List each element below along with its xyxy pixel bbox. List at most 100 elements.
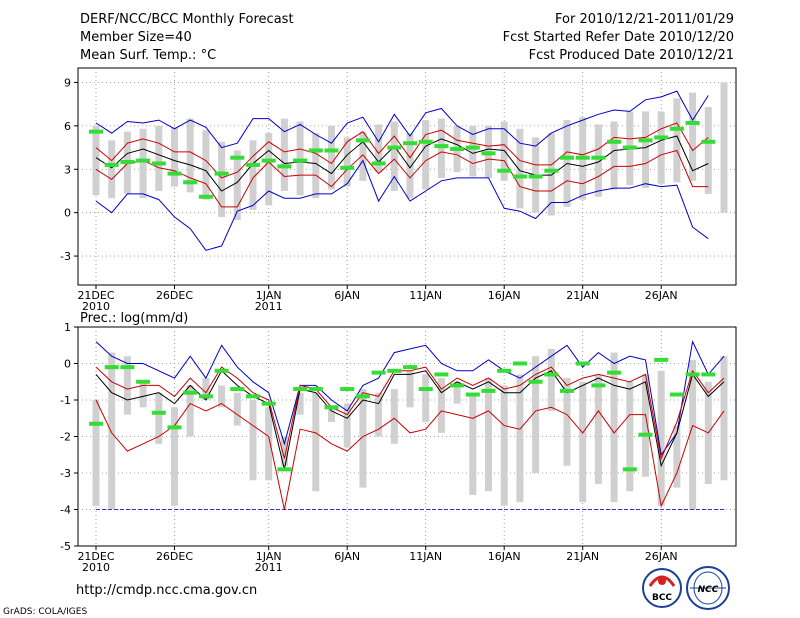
temp-box-day-11 bbox=[265, 133, 273, 206]
temp-mean-marker-day-35 bbox=[638, 138, 653, 143]
prec-box-day-20 bbox=[406, 370, 414, 408]
prec-box-day-30 bbox=[563, 378, 571, 466]
temp-mean-marker-day-5 bbox=[167, 171, 182, 176]
temp-line-ensemble-max bbox=[95, 90, 709, 149]
prec-box-day-38 bbox=[689, 359, 697, 510]
prec-x-tick-label: 1JAN bbox=[256, 550, 282, 563]
temp-box-day-13 bbox=[296, 121, 304, 196]
prec-box-day-36 bbox=[657, 370, 665, 506]
prec-mean-marker-day-32 bbox=[591, 383, 606, 388]
temp-mean-marker-day-26 bbox=[497, 168, 512, 173]
prec-box-day-22 bbox=[437, 378, 445, 433]
prec-mean-marker-day-38 bbox=[685, 372, 700, 377]
prec-box-day-23 bbox=[453, 381, 461, 404]
temp-mean-marker-day-19 bbox=[387, 145, 402, 150]
prec-mean-marker-day-15 bbox=[324, 405, 339, 410]
temp-mean-marker-day-11 bbox=[261, 158, 276, 163]
prec-y-tick-label: -3 bbox=[60, 467, 71, 480]
temp-box-day-15 bbox=[328, 125, 335, 190]
prec-box-day-25 bbox=[485, 378, 492, 492]
temp-mean-marker-day-31 bbox=[575, 155, 590, 160]
temp-x-tick-label: 11JAN bbox=[409, 289, 442, 302]
temp-mean-marker-day-15 bbox=[324, 148, 339, 153]
temp-y-tick-label: 6 bbox=[64, 120, 71, 133]
figure-title: DERF/NCC/BCC Monthly Forecast bbox=[80, 12, 294, 27]
temp-box-day-39 bbox=[704, 107, 712, 194]
ncc-logo: NCC bbox=[686, 566, 730, 610]
prec-box-day-32 bbox=[594, 374, 602, 484]
temp-box-day-6 bbox=[186, 118, 194, 193]
prec-box-day-5 bbox=[171, 407, 178, 506]
prec-box-day-8 bbox=[218, 385, 226, 408]
temp-box-day-9 bbox=[233, 150, 241, 220]
prec-mean-marker-day-35 bbox=[638, 432, 653, 437]
temp-mean-marker-day-30 bbox=[560, 155, 574, 160]
temp-mean-marker-day-13 bbox=[293, 158, 308, 163]
prec-y-tick-label: 0 bbox=[64, 358, 71, 371]
temp-y-tick-label: 3 bbox=[64, 163, 71, 176]
prec-mean-marker-day-18 bbox=[371, 370, 386, 375]
prec-box-day-11 bbox=[265, 407, 273, 481]
prec-x-tick-year: 2010 bbox=[82, 561, 110, 574]
prec-mean-marker-day-27 bbox=[512, 361, 527, 366]
temp-mean-marker-day-28 bbox=[528, 174, 543, 179]
prec-mean-marker-day-25 bbox=[481, 388, 496, 393]
temp-mean-marker-day-8 bbox=[214, 171, 229, 176]
temp-box-day-22 bbox=[437, 118, 445, 178]
temp-mean-marker-day-4 bbox=[151, 161, 166, 166]
temp-box-day-35 bbox=[642, 111, 649, 189]
prec-box-day-9 bbox=[233, 392, 241, 426]
prec-box-day-16 bbox=[343, 403, 351, 448]
prec-line-spread-upper bbox=[95, 366, 725, 461]
prec-y-tick-label: -5 bbox=[60, 540, 71, 553]
prec-mean-marker-day-22 bbox=[434, 372, 449, 377]
prec-box-day-3 bbox=[139, 381, 147, 408]
temp-box-day-5 bbox=[171, 127, 178, 187]
temp-box-day-1 bbox=[108, 140, 116, 199]
temp-x-tick-label: 1JAN bbox=[256, 289, 282, 302]
prec-y-tick-label: -1 bbox=[60, 394, 71, 407]
prec-mean-marker-day-26 bbox=[497, 368, 512, 373]
prec-line-ensemble-max bbox=[95, 339, 725, 457]
prec-mean-marker-day-1 bbox=[104, 365, 119, 370]
temp-box-day-4 bbox=[155, 125, 163, 191]
prec-mean-marker-day-31 bbox=[575, 361, 590, 366]
temp-mean-marker-day-1 bbox=[104, 162, 119, 167]
temp-mean-marker-day-32 bbox=[591, 155, 606, 160]
temp-y-tick-label: 0 bbox=[64, 207, 71, 220]
prec-mean-marker-day-33 bbox=[607, 370, 622, 375]
prec-box-day-18 bbox=[375, 392, 383, 437]
temp-mean-marker-day-29 bbox=[544, 168, 559, 173]
bcc-logo-ring bbox=[642, 568, 682, 608]
temp-box-day-33 bbox=[610, 121, 618, 190]
prec-box-day-7 bbox=[202, 378, 210, 400]
prec-box-day-12 bbox=[280, 436, 288, 466]
prec-mean-marker-day-8 bbox=[214, 368, 229, 373]
temp-line-spread-upper bbox=[95, 122, 709, 179]
prec-box-day-40 bbox=[720, 356, 728, 481]
prec-x-tick-year: 2011 bbox=[255, 561, 283, 574]
prec-mean-marker-day-4 bbox=[151, 410, 166, 415]
prec-mean-marker-day-17 bbox=[355, 394, 370, 399]
temp-mean-marker-day-9 bbox=[230, 155, 245, 160]
temp-x-tick-label: 26JAN bbox=[645, 289, 678, 302]
prec-mean-marker-day-34 bbox=[622, 467, 637, 472]
prec-x-tick-label: 26JAN bbox=[645, 550, 678, 563]
bcc-logo-text: BCC bbox=[652, 593, 672, 603]
ncc-logo-text: NCC bbox=[698, 585, 719, 595]
temp-mean-marker-day-39 bbox=[701, 139, 716, 144]
temp-y-tick-label: -3 bbox=[60, 250, 71, 263]
prec-mean-marker-day-28 bbox=[528, 379, 543, 384]
prec-mean-marker-day-0 bbox=[89, 421, 103, 426]
bcc-logo-dot bbox=[658, 577, 666, 585]
temp-mean-marker-day-17 bbox=[355, 138, 370, 143]
prec-box-day-28 bbox=[532, 356, 540, 473]
temp-x-tick-year: 2010 bbox=[82, 300, 110, 313]
temp-x-tick-label: 26DEC bbox=[156, 289, 193, 302]
prec-box-day-19 bbox=[390, 389, 398, 444]
temp-box-day-24 bbox=[469, 125, 477, 177]
temp-box-day-3 bbox=[139, 128, 147, 199]
prec-box-day-14 bbox=[312, 392, 320, 492]
prec-box-day-4 bbox=[155, 392, 163, 444]
